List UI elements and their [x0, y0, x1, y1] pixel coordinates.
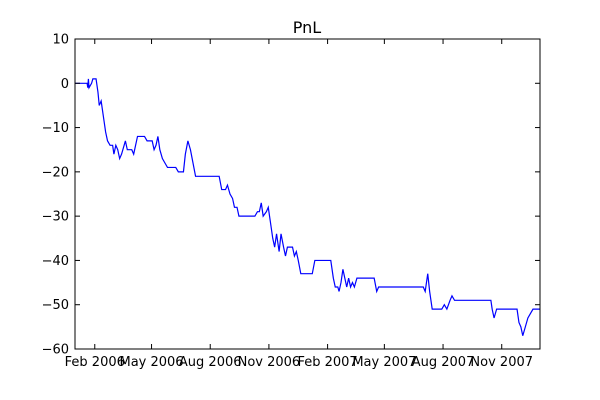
x-tick-label: May 2007	[352, 355, 416, 370]
y-tick-label: 10	[52, 33, 69, 48]
y-tick-label: −20	[42, 165, 69, 180]
x-tick-label: Nov 2006	[238, 355, 301, 370]
series-line-1	[75, 78, 540, 336]
plot-frame	[74, 38, 541, 350]
y-tick-label: −50	[42, 298, 69, 313]
y-tick-label: −10	[42, 121, 69, 136]
y-tick-label: −40	[42, 254, 69, 269]
y-tick-label: 0	[61, 77, 69, 92]
x-tick-label: Aug 2006	[179, 355, 242, 370]
x-tick-label: May 2006	[119, 355, 183, 370]
y-tick-label: −30	[42, 210, 69, 225]
y-tick-label: −60	[42, 343, 69, 358]
x-tick-label: Nov 2007	[470, 355, 533, 370]
x-tick-label: Aug 2007	[412, 355, 475, 370]
x-tick-label: Feb 2007	[297, 355, 357, 370]
chart-title: PnL	[293, 18, 322, 37]
x-tick-label: Feb 2006	[65, 355, 125, 370]
